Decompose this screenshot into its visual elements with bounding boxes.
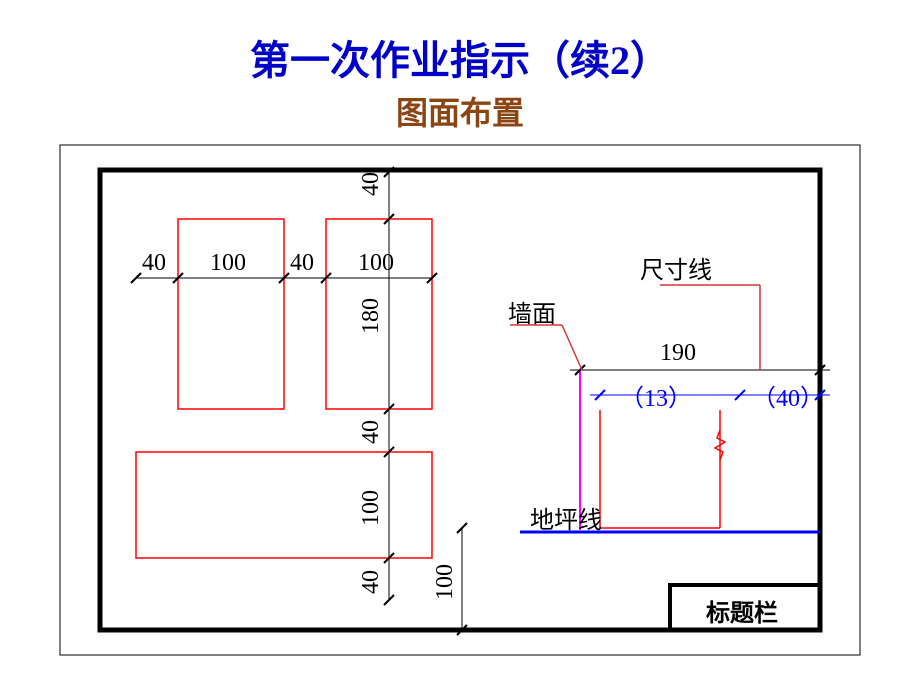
- label-title-block: 标题栏: [706, 593, 778, 628]
- dim-v-40c: 40: [358, 570, 385, 594]
- dim-h-40b: 40: [290, 250, 314, 277]
- dim-v-100a: 100: [358, 490, 385, 526]
- inner-border: [100, 170, 820, 630]
- drawing-canvas: [0, 0, 920, 690]
- outer-border: [60, 145, 860, 655]
- leader-wall: [562, 325, 582, 370]
- dim-h-40a: 40: [142, 250, 166, 277]
- red-box-top-left: [178, 219, 284, 409]
- dim-v-100b: 100: [432, 564, 459, 600]
- dim-190: 190: [660, 340, 696, 367]
- red-box-bottom: [136, 452, 432, 558]
- dim-blue-40: （40）: [752, 378, 824, 413]
- dim-h-100b: 100: [358, 250, 394, 277]
- dim-v-40a: 40: [358, 172, 385, 196]
- label-dim-line: 尺寸线: [640, 250, 712, 285]
- dim-h-100a: 100: [210, 250, 246, 277]
- dim-v-180: 180: [358, 298, 385, 334]
- label-wall: 墙面: [508, 294, 556, 329]
- dim-v-40b: 40: [358, 420, 385, 444]
- dim-blue-13: （13）: [620, 378, 692, 413]
- label-ground-line: 地坪线: [530, 500, 602, 535]
